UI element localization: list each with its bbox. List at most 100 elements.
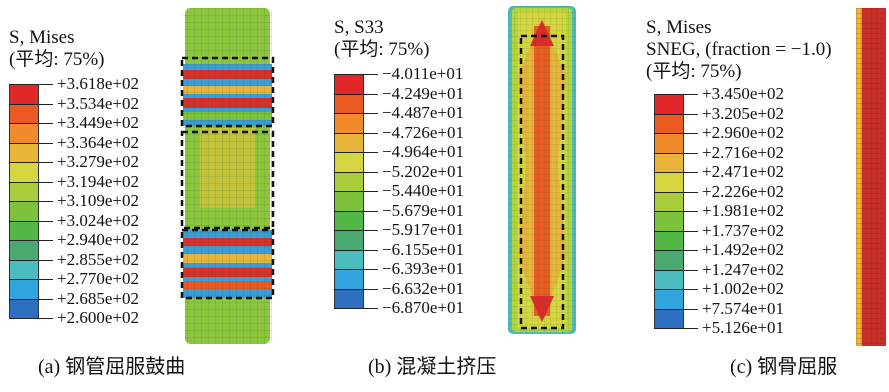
- legend-value-label: +3.534e+02: [57, 93, 139, 113]
- legend-swatch: [334, 132, 364, 152]
- legend-value-label: +3.618e+02: [57, 74, 139, 93]
- caption-c: (c) 钢骨屈服: [730, 356, 838, 378]
- legend-value-label: +3.279e+02: [57, 152, 139, 171]
- legend-value-label: +3.450e+02: [702, 84, 784, 103]
- legend-tick: [654, 133, 698, 135]
- legend-title-a-1: S, Mises: [9, 27, 75, 48]
- panel-c: S, Mises SNEG, (fraction = −1.0) (平均: 75…: [580, 0, 889, 392]
- legend-tick: [9, 162, 53, 164]
- legend-tick: [654, 308, 698, 310]
- legend-tick: [9, 259, 53, 261]
- legend-value-label: −5.679e+01: [382, 200, 464, 220]
- legend-tick: [654, 269, 698, 271]
- legend-tick: [654, 230, 698, 232]
- legend-swatch: [334, 171, 364, 191]
- legend-swatch: [654, 211, 684, 231]
- legend-tick: [334, 308, 378, 310]
- legend-swatch: [654, 191, 684, 211]
- legend-value-label: +3.205e+02: [702, 103, 784, 123]
- legend-tick: [334, 249, 378, 251]
- legend-swatch: [334, 288, 364, 308]
- legend-value-label: −6.870e+01: [382, 298, 464, 317]
- legend-value-label: +1.981e+02: [702, 201, 784, 220]
- legend-swatch: [654, 152, 684, 172]
- legend-value-label: +3.194e+02: [57, 171, 139, 191]
- legend-swatch: [9, 84, 39, 104]
- legend-tick: [334, 269, 378, 271]
- legend-tick: [654, 94, 698, 96]
- legend-value-label: +3.109e+02: [57, 191, 139, 210]
- legend-swatch: [334, 113, 364, 133]
- legend-tick: [654, 191, 698, 193]
- legend-swatch: [9, 279, 39, 299]
- legend-value-label: +2.960e+02: [702, 123, 784, 142]
- legend-value-label: −5.917e+01: [382, 220, 464, 239]
- legend-tick: [334, 93, 378, 95]
- legend-tick: [9, 103, 53, 105]
- legend-tick: [654, 211, 698, 213]
- legend-swatch: [654, 113, 684, 133]
- legend-tick: [334, 152, 378, 154]
- legend-swatch: [334, 249, 364, 269]
- panel-a: S, Mises (平均: 75%) +3.618e+02 +3.534e+02 +…: [0, 0, 290, 392]
- legend-swatch: [9, 220, 39, 240]
- legend-value-label: −5.202e+01: [382, 161, 464, 181]
- legend-tick: [9, 279, 53, 281]
- legend-title-c-1: S, Mises: [646, 17, 712, 38]
- legend-value-label: +3.449e+02: [57, 113, 139, 132]
- caption-a: (a) 钢管屈服鼓曲: [38, 356, 186, 378]
- legend-title-c-3: (平均: 75%): [646, 61, 742, 82]
- legend-value-label: −4.487e+01: [382, 103, 464, 122]
- steel-tube-buckling-model: [180, 8, 275, 344]
- legend-tick: [9, 181, 53, 183]
- legend-value-label: +7.574e+01: [702, 298, 784, 318]
- legend-swatch: [9, 240, 39, 260]
- legend-swatch: [654, 230, 684, 250]
- legend-swatch: [654, 250, 684, 270]
- legend-title-b-1: S, S33: [334, 17, 384, 38]
- legend-tick: [9, 123, 53, 125]
- legend-value-label: +1.492e+02: [702, 240, 784, 259]
- legend-value-label: +1.002e+02: [702, 279, 784, 298]
- legend-value-label: +1.247e+02: [702, 259, 784, 279]
- legend-value-label: −6.393e+01: [382, 259, 464, 278]
- legend-tick: [9, 220, 53, 222]
- legend-value-label: +2.471e+02: [702, 162, 784, 181]
- legend-tick: [9, 84, 53, 86]
- legend-value-label: +3.364e+02: [57, 132, 139, 152]
- legend-swatch: [9, 142, 39, 162]
- legend-swatch: [9, 201, 39, 221]
- legend-tick: [334, 171, 378, 173]
- legend-tick: [654, 152, 698, 154]
- legend-value-label: −6.155e+01: [382, 239, 464, 259]
- legend-value-label: −4.011e+01: [382, 64, 464, 83]
- legend-tick: [334, 132, 378, 134]
- legend-tick: [334, 191, 378, 193]
- legend-swatch: [334, 230, 364, 250]
- legend-value-label: −4.964e+01: [382, 142, 464, 161]
- legend-value-label: +2.940e+02: [57, 230, 139, 249]
- legend-value-label: −4.249e+01: [382, 83, 464, 103]
- legend-swatch: [654, 269, 684, 289]
- legend-swatch: [334, 93, 364, 113]
- legend-swatch: [334, 152, 364, 172]
- legend-tick: [9, 298, 53, 300]
- legend-swatch: [334, 74, 364, 94]
- concrete-core-compression-model: [508, 6, 576, 334]
- caption-b: (b) 混凝土挤压: [368, 356, 497, 378]
- legend-swatch: [9, 259, 39, 279]
- legend-swatch: [9, 162, 39, 182]
- legend-value-label: −5.440e+01: [382, 181, 464, 200]
- legend-tick: [654, 113, 698, 115]
- legend-tick: [654, 328, 698, 330]
- legend-tick: [334, 113, 378, 115]
- legend-value-label: +2.855e+02: [57, 249, 139, 269]
- legend-swatch: [654, 308, 684, 328]
- legend-swatch: [654, 289, 684, 309]
- legend-title-a-2: (平均: 75%): [9, 49, 105, 70]
- legend-swatch: [334, 191, 364, 211]
- legend-swatch: [334, 210, 364, 230]
- legend-value-label: +5.126e+01: [702, 318, 784, 337]
- legend-swatch: [654, 133, 684, 153]
- legend-title-b-2: (平均: 75%): [334, 39, 430, 60]
